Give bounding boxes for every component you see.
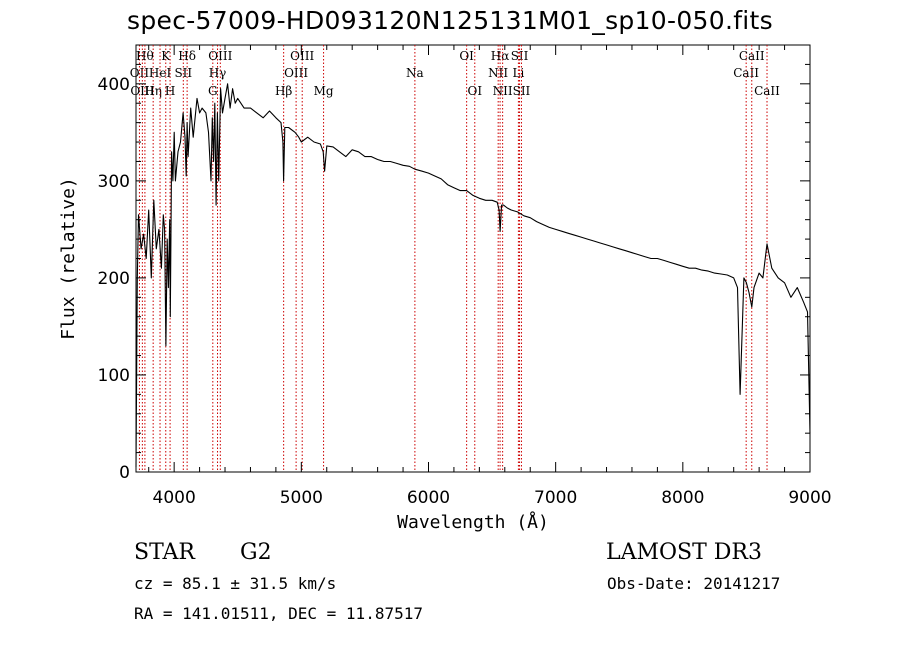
line-label: Hβ — [275, 84, 292, 98]
spectrum-line — [135, 83, 811, 468]
coordinates: RA = 141.01511, DEC = 11.87517 — [134, 604, 423, 623]
survey-name: LAMOST DR3 — [606, 540, 762, 565]
line-label: NII — [488, 66, 508, 80]
y-tick-label: 0 — [119, 463, 130, 483]
line-label: HeI — [149, 66, 172, 80]
x-tick-label: 6000 — [407, 488, 450, 508]
line-label: SII — [174, 66, 192, 80]
line-label: Li — [512, 66, 524, 80]
line-label: H — [165, 84, 175, 98]
plot-frame — [135, 44, 811, 473]
line-label: K — [161, 49, 171, 63]
line-label: OIII — [130, 84, 154, 98]
x-tick-label: 5000 — [280, 488, 323, 508]
x-tick-label: 7000 — [534, 488, 577, 508]
line-label: G — [208, 84, 218, 98]
line-label: Hδ — [178, 49, 196, 63]
line-label: OI — [467, 84, 482, 98]
line-label: Hη — [144, 84, 162, 98]
x-tick-label: 8000 — [661, 488, 704, 508]
y-tick-label: 100 — [98, 366, 130, 386]
line-label: Hθ — [136, 49, 154, 63]
spectral-subclass: G2 — [240, 540, 272, 565]
y-tick-label: 400 — [98, 75, 130, 95]
line-label: Hγ — [209, 66, 227, 80]
y-axis-label: Flux (relative) — [58, 177, 79, 340]
line-label: CaII — [739, 49, 765, 63]
x-tick-label: 9000 — [788, 488, 831, 508]
line-label: OIII — [208, 49, 232, 63]
line-label: NII — [493, 84, 513, 98]
line-label: SII — [511, 49, 529, 63]
line-label: CaII — [754, 84, 780, 98]
line-label: Na — [406, 66, 424, 80]
y-tick-label: 200 — [98, 269, 130, 289]
redshift-text: cz = 85.1 ± 31.5 km/s — [134, 574, 337, 593]
line-label: OIII — [290, 49, 314, 63]
line-label: OII — [130, 66, 150, 80]
x-tick-label: 4000 — [153, 488, 196, 508]
line-label: OIII — [284, 66, 308, 80]
line-label: OI — [459, 49, 474, 63]
line-label: Mg — [314, 84, 334, 98]
obs-date: Obs-Date: 20141217 — [607, 574, 781, 593]
chart-title: spec-57009-HD093120N125131M01_sp10-050.f… — [127, 6, 773, 35]
line-label: Hα — [491, 49, 510, 63]
y-tick-label: 300 — [98, 172, 130, 192]
line-label: SII — [513, 84, 531, 98]
line-label: CaII — [733, 66, 759, 80]
object-class: STAR — [134, 540, 195, 565]
x-axis-label: Wavelength (Å) — [397, 511, 549, 533]
